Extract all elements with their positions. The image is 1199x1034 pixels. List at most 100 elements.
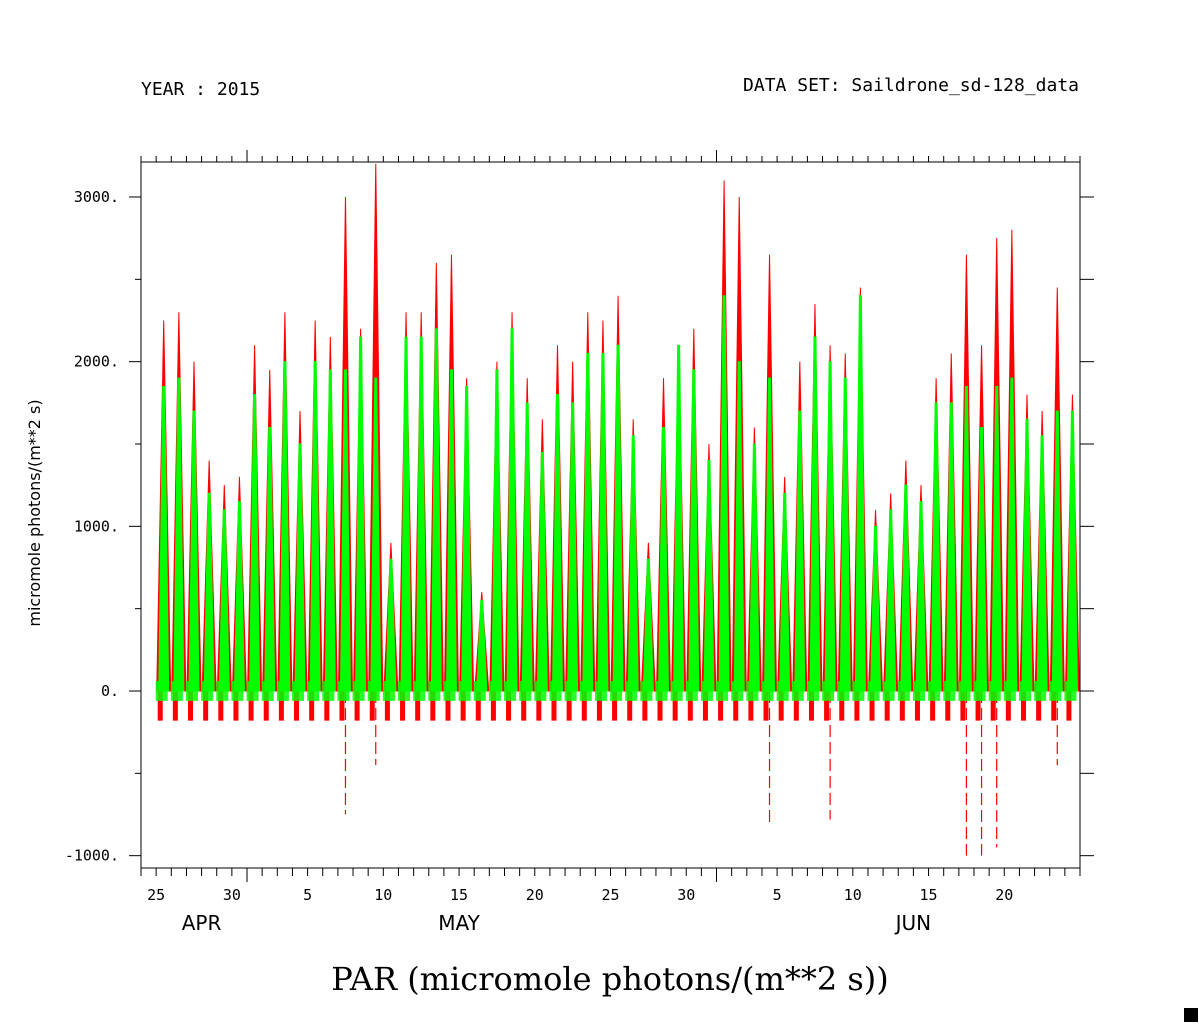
- series-2-band: [867, 681, 880, 701]
- series-2-spike: [264, 427, 276, 692]
- x-tick-label: 25: [601, 886, 619, 904]
- series-2-band: [337, 681, 350, 701]
- series-2-spike: [597, 352, 609, 692]
- x-tick-label: 10: [374, 886, 392, 904]
- corner-marker: [1184, 1008, 1198, 1022]
- series-2-band: [458, 681, 471, 701]
- y-axis-label: micromole photons/(m**2 s): [25, 399, 44, 626]
- series-2-band: [155, 681, 168, 701]
- series-2-band: [443, 681, 456, 701]
- month-label: MAY: [438, 911, 480, 935]
- month-label: JUN: [894, 911, 932, 935]
- series-2-spike: [1051, 410, 1063, 692]
- series-2-spike: [491, 369, 503, 692]
- series-2-band: [307, 681, 320, 701]
- series-2-band: [685, 681, 698, 701]
- series-2-band: [988, 681, 1001, 701]
- year-label: YEAR : 2015: [141, 79, 260, 100]
- x-tick-label: 30: [223, 886, 241, 904]
- series-2-band: [716, 681, 729, 701]
- series-2-band: [1034, 681, 1047, 701]
- series-2-spike: [551, 394, 563, 692]
- x-tick-label: 15: [450, 886, 468, 904]
- series-2-spike: [218, 509, 230, 692]
- series-2-spike: [612, 344, 624, 692]
- y-tick-label: -1000.: [65, 847, 119, 865]
- series-2-spike: [1006, 377, 1018, 692]
- series-2-spike: [976, 427, 988, 692]
- series-2-band: [594, 681, 607, 701]
- series-2-band: [579, 681, 592, 701]
- series-2-band: [1049, 681, 1062, 701]
- series-2-band: [837, 681, 850, 701]
- series-2-spike: [461, 385, 473, 692]
- series-2-spike: [1066, 410, 1078, 692]
- series-2-spike: [536, 451, 548, 692]
- series-2-band: [231, 681, 244, 701]
- x-tick-label: 20: [526, 886, 544, 904]
- series-2-band: [943, 681, 956, 701]
- series-2-band: [216, 681, 229, 701]
- series-2-band: [761, 681, 774, 701]
- series-2-spike: [764, 377, 776, 692]
- x-tick-label: 25: [147, 886, 165, 904]
- series-2-band: [625, 681, 638, 701]
- series-2-spike: [839, 377, 851, 692]
- series-2-band: [170, 681, 183, 701]
- series-2-band: [897, 681, 910, 701]
- series-2-spike: [930, 402, 942, 692]
- series-2-band: [473, 681, 486, 701]
- series-2-band: [534, 681, 547, 701]
- series-2-spike: [249, 394, 261, 692]
- series-2-band: [382, 681, 395, 701]
- series-2-band: [322, 681, 335, 701]
- series-2-band: [564, 681, 577, 701]
- series-2-spike: [294, 443, 306, 692]
- series-2-spike: [779, 492, 791, 692]
- series-2-band: [958, 681, 971, 701]
- x-tick-label: 5: [303, 886, 312, 904]
- y-tick-label: 0.: [101, 682, 119, 700]
- series-2-band: [398, 681, 411, 701]
- series-2-band: [549, 681, 562, 701]
- series-2-band: [746, 681, 759, 701]
- series-2-spike: [506, 328, 518, 692]
- series-2-band: [731, 681, 744, 701]
- series-2-band: [519, 681, 532, 701]
- x-tick-label: 20: [995, 886, 1013, 904]
- series-2-spike: [567, 402, 579, 692]
- series-2-band: [276, 681, 289, 701]
- series-2-band: [852, 681, 865, 701]
- series-2-band: [700, 681, 713, 701]
- series-2-band: [413, 681, 426, 701]
- series-2-spike: [809, 336, 821, 692]
- series-2-band: [655, 681, 668, 701]
- series-2-band: [352, 681, 365, 701]
- chart-title: PAR (micromole photons/(m**2 s)): [331, 960, 889, 998]
- series-2-spike: [824, 361, 836, 692]
- series-2-band: [610, 681, 623, 701]
- series-2-spike: [703, 459, 715, 692]
- series-2-band: [488, 681, 501, 701]
- plot-area: [155, 164, 1080, 856]
- series-2-spike: [521, 402, 533, 692]
- series-2-band: [1003, 681, 1016, 701]
- dataset-label: DATA SET: Saildrone_sd-128_data: [743, 75, 1079, 96]
- series-2-spike: [945, 402, 957, 692]
- series-2-spike: [718, 295, 730, 692]
- series-2-spike: [960, 385, 972, 692]
- x-tick-label: 5: [773, 886, 782, 904]
- series-2-band: [928, 681, 941, 701]
- series-2-spike: [385, 558, 397, 692]
- month-label: APR: [182, 911, 222, 935]
- series-2-spike: [1021, 418, 1033, 692]
- series-2-spike: [915, 501, 927, 692]
- series-2-spike: [627, 435, 639, 692]
- series-2-band: [806, 681, 819, 701]
- series-2-band: [822, 681, 835, 701]
- series-2-spike: [673, 344, 685, 692]
- series-2-spike: [445, 369, 457, 692]
- series-2-band: [670, 681, 683, 701]
- series-2-band: [1064, 681, 1077, 701]
